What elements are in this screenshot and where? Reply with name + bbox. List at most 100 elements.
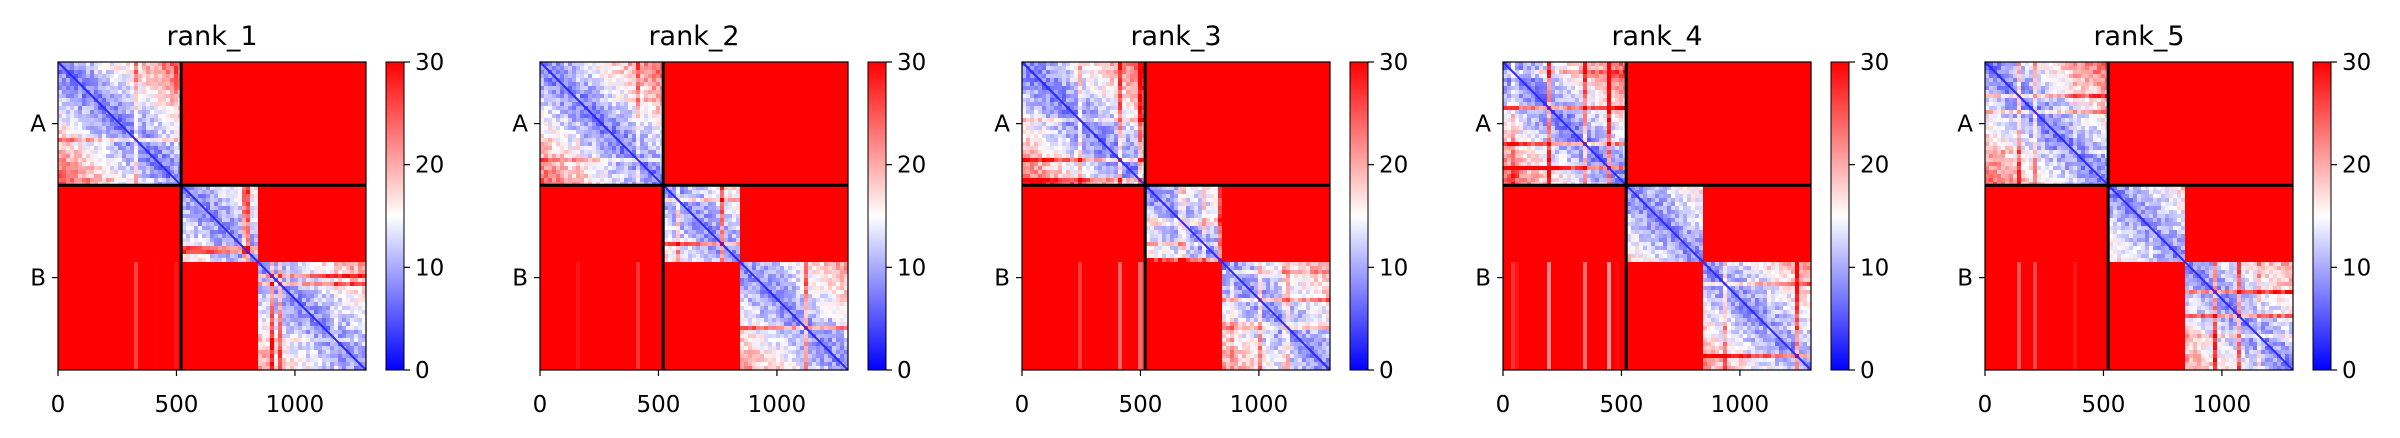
heatmap-cell [262, 154, 267, 159]
heatmap-cell [226, 142, 231, 147]
heatmap-cell [302, 178, 307, 183]
heatmap-cell [158, 102, 163, 107]
heatmap-cell [254, 270, 259, 275]
heatmap-cell [150, 318, 155, 323]
heatmap-cell [118, 74, 123, 79]
heatmap-cell [318, 310, 323, 315]
heatmap-cell [74, 238, 79, 243]
heatmap-cell [122, 134, 127, 139]
heatmap-cell [122, 262, 127, 267]
heatmap-cell [78, 286, 83, 291]
heatmap-cell [98, 150, 103, 155]
heatmap-cell [166, 226, 171, 231]
heatmap-cell [114, 190, 119, 195]
heatmap-cell [238, 294, 243, 299]
heatmap-cell [246, 242, 251, 247]
heatmap-cell [186, 138, 191, 143]
heatmap-cell [150, 298, 155, 303]
heatmap-cell [206, 74, 211, 79]
heatmap-cell [230, 306, 235, 311]
heatmap-cell [246, 290, 251, 295]
heatmap-cell [86, 74, 91, 79]
heatmap-cell [294, 178, 299, 183]
heatmap-cell [222, 138, 227, 143]
heatmap-cell [330, 206, 335, 211]
heatmap-cell [282, 238, 287, 243]
heatmap-cell [314, 258, 319, 263]
heatmap-cell [142, 70, 147, 75]
heatmap-cell [214, 198, 219, 203]
heatmap-cell [94, 166, 99, 171]
heatmap-cell [226, 314, 231, 319]
heatmap-cell [362, 70, 367, 75]
heatmap-cell [162, 214, 167, 219]
heatmap-cell [246, 122, 251, 127]
heatmap-cell [302, 154, 307, 159]
heatmap-cell [182, 70, 187, 75]
heatmap-cell [310, 310, 315, 315]
heatmap-cell [66, 286, 71, 291]
heatmap-cell [250, 210, 255, 215]
heatmap-cell [258, 70, 263, 75]
heatmap-cell [314, 254, 319, 259]
heatmap-cell [206, 154, 211, 159]
heatmap-cell [94, 222, 99, 227]
heatmap-cell [342, 62, 347, 67]
heatmap-cell [258, 114, 263, 119]
heatmap-cell [298, 238, 303, 243]
heatmap-cell [246, 174, 251, 179]
heatmap-cell [78, 234, 83, 239]
heatmap-cell [358, 130, 363, 135]
heatmap-cell [194, 190, 199, 195]
heatmap-cell [274, 78, 279, 83]
heatmap-cell [230, 206, 235, 211]
heatmap-cell [322, 114, 327, 119]
heatmap-cell [134, 226, 139, 231]
heatmap-cell [282, 290, 287, 295]
heatmap-cell [118, 154, 123, 159]
heatmap-cell [302, 118, 307, 123]
heatmap-cell [74, 150, 79, 155]
heatmap-cell [58, 74, 63, 79]
heatmap-cell [70, 254, 75, 259]
heatmap-cell [118, 274, 123, 279]
heatmap-cell [310, 66, 315, 71]
heatmap-cell [246, 130, 251, 135]
heatmap-cell [222, 82, 227, 87]
heatmap-cell [334, 126, 339, 131]
heatmap-cell [242, 142, 247, 147]
heatmap-cell [210, 142, 215, 147]
heatmap-cell [174, 274, 179, 279]
heatmap-cell [346, 178, 351, 183]
heatmap-cell [350, 102, 355, 107]
heatmap-cell [218, 298, 223, 303]
heatmap-cell [122, 306, 127, 311]
heatmap-cell [142, 206, 147, 211]
heatmap-cell [278, 302, 283, 307]
heatmap-cell [186, 102, 191, 107]
heatmap-cell [142, 262, 147, 267]
heatmap-cell [86, 226, 91, 231]
heatmap-cell [238, 210, 243, 215]
heatmap-cell [234, 254, 239, 259]
heatmap-cell [150, 246, 155, 251]
heatmap-cell [106, 286, 111, 291]
heatmap-cell [230, 314, 235, 319]
heatmap-cell [346, 130, 351, 135]
heatmap-cell [278, 82, 283, 87]
heatmap-cell [346, 118, 351, 123]
heatmap-cell [286, 86, 291, 91]
heatmap-cell [214, 126, 219, 131]
heatmap-cell [126, 114, 131, 119]
heatmap-cell [290, 178, 295, 183]
heatmap-cell [266, 190, 271, 195]
heatmap-cell [318, 218, 323, 223]
heatmap-cell [330, 74, 335, 79]
heatmap-cell [242, 282, 247, 287]
heatmap-cell [306, 62, 311, 67]
heatmap-cell [66, 198, 71, 203]
heatmap-cell [110, 162, 115, 167]
heatmap-cell [346, 134, 351, 139]
heatmap-cell [118, 114, 123, 119]
heatmap-cell [214, 86, 219, 91]
